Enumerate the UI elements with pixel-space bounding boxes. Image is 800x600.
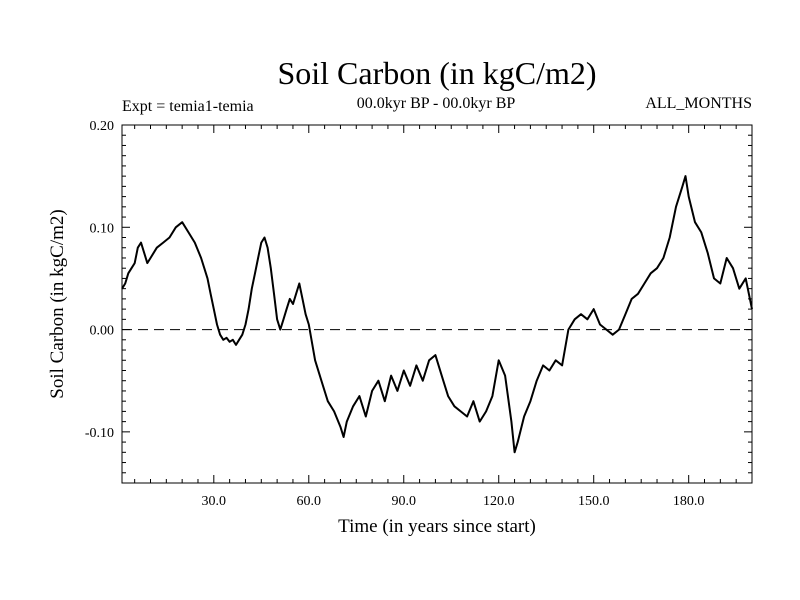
experiment-label: Expt = temia1-temia [122, 98, 254, 115]
x-tick-label: 90.0 [392, 494, 417, 509]
chart-title: Soil Carbon (in kgC/m2) [277, 55, 596, 91]
soil-carbon-series-line [121, 175, 753, 454]
x-axis-label: Time (in years since start) [338, 516, 536, 537]
y-tick-label: -0.10 [85, 426, 114, 441]
y-tick-label: 0.00 [90, 324, 115, 339]
y-tick-label: 0.20 [90, 119, 115, 134]
y-axis: 0.20 0.10 0.00 -0.10 [85, 119, 752, 474]
x-tick-label: 30.0 [202, 494, 227, 509]
x-tick-label: 150.0 [578, 494, 610, 509]
months-label: ALL_MONTHS [645, 95, 752, 112]
y-tick-label: 0.10 [90, 221, 115, 236]
plot-frame [121, 124, 753, 484]
x-tick-label: 180.0 [673, 494, 705, 509]
x-tick-label: 120.0 [483, 494, 515, 509]
time-range-label: 00.0kyr BP - 00.0kyr BP [357, 95, 516, 112]
y-axis-label: Soil Carbon (in kgC/m2) [47, 209, 68, 398]
x-tick-label: 60.0 [297, 494, 322, 509]
x-axis: 30.0 60.0 90.0 120.0 150.0 180.0 [134, 125, 737, 509]
